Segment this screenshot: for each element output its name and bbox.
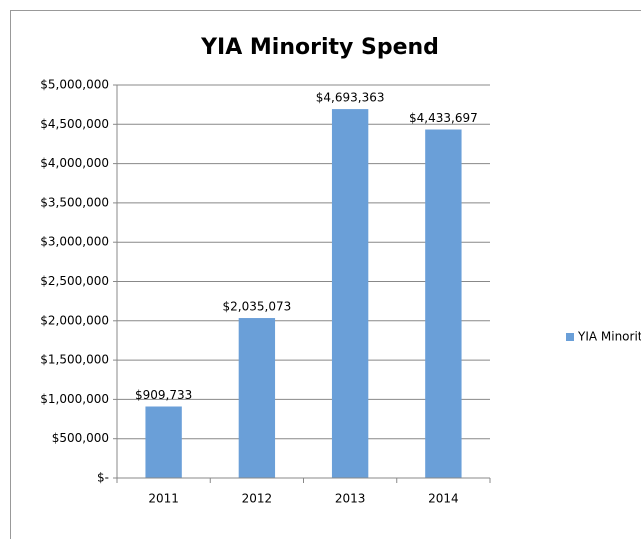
chart-frame	[10, 10, 641, 539]
chart-title: YIA Minority Spend	[200, 35, 439, 60]
legend-label: YIA Minority $	[577, 330, 641, 344]
bar	[425, 129, 462, 478]
data-label: $4,433,697	[409, 111, 478, 125]
bar	[145, 406, 182, 478]
bar	[331, 109, 369, 478]
y-tick-label: $1,000,000	[40, 392, 109, 406]
data-label: $2,035,073	[223, 300, 292, 314]
data-label: $4,693,363	[316, 91, 385, 105]
data-label: $909,733	[135, 388, 192, 402]
y-tick-label: $2,000,000	[40, 313, 109, 327]
bar	[238, 318, 276, 478]
x-tick-label: 2011	[148, 492, 179, 506]
y-tick-label: $1,500,000	[40, 353, 109, 367]
legend-swatch	[566, 333, 574, 341]
y-tick-label: $3,000,000	[40, 235, 109, 249]
y-tick-label: $4,500,000	[40, 117, 109, 131]
x-tick-label: 2014	[428, 492, 459, 506]
y-tick-label: $3,500,000	[40, 195, 109, 209]
y-tick-label: $2,500,000	[40, 274, 109, 288]
y-tick-label: $500,000	[52, 431, 109, 445]
y-tick-label: $-	[97, 471, 109, 485]
y-tick-label: $4,000,000	[40, 156, 109, 170]
x-tick-label: 2012	[242, 492, 273, 506]
x-tick-label: 2013	[335, 492, 366, 506]
y-tick-label: $5,000,000	[40, 78, 109, 92]
